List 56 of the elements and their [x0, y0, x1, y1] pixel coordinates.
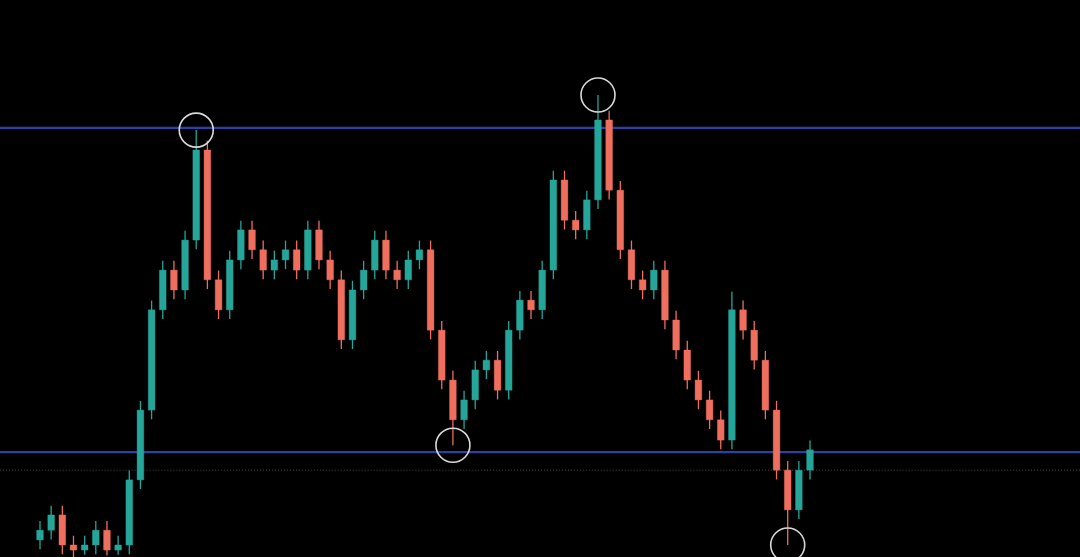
- candlestick: [650, 260, 658, 300]
- candlestick: [572, 210, 580, 240]
- candlestick: [706, 390, 714, 430]
- candlestick: [226, 250, 234, 320]
- candlestick: [494, 350, 502, 401]
- candlestick: [47, 505, 55, 541]
- candlestick: [203, 140, 211, 290]
- candlestick: [806, 439, 814, 481]
- candlestick: [159, 260, 167, 320]
- candlestick: [259, 239, 267, 280]
- candlestick: [125, 469, 133, 555]
- candlestick: [549, 170, 557, 280]
- candlestick: [605, 110, 613, 201]
- candlestick: [58, 505, 66, 555]
- candlestick: [337, 269, 345, 350]
- candlestick: [148, 299, 156, 420]
- candlestick: [136, 400, 144, 490]
- candlestick: [360, 260, 368, 300]
- candlestick: [627, 239, 636, 290]
- candlestick: [36, 520, 44, 550]
- candlestick: [215, 269, 223, 320]
- candlestick: [784, 460, 792, 546]
- candlestick: [761, 350, 769, 420]
- candlestick: [69, 535, 78, 557]
- candlestick: [304, 220, 312, 280]
- candlestick: [739, 299, 747, 341]
- candlestick: [750, 320, 758, 371]
- candlestick: [192, 129, 200, 250]
- candlestick: [505, 320, 513, 401]
- candlestick: [170, 260, 178, 300]
- candlestick: [348, 280, 357, 350]
- candlestick: [293, 239, 301, 280]
- candlestick: [326, 250, 334, 290]
- candlestick: [482, 350, 490, 380]
- candlestick: [81, 535, 89, 556]
- candlestick: [393, 260, 401, 290]
- candlestick: [717, 409, 725, 450]
- candlestick: [281, 239, 290, 270]
- candlestick: [683, 340, 691, 390]
- candlestick: [560, 170, 569, 231]
- candlestick: [538, 260, 546, 320]
- candlestick: [583, 189, 591, 240]
- candlestick: [639, 269, 647, 300]
- candlestick: [404, 250, 412, 290]
- candlestick: [92, 520, 100, 555]
- candlestick: [527, 290, 535, 320]
- candlestick: [438, 320, 446, 390]
- candlestick: [371, 230, 379, 280]
- candlestick: [616, 180, 624, 260]
- candlestick: [694, 370, 702, 410]
- candlestick: [773, 400, 781, 481]
- candlestick: [427, 239, 435, 341]
- candlestick: [114, 535, 122, 556]
- candlestick: [471, 360, 479, 410]
- candlestick: [270, 250, 278, 280]
- candlestick: [415, 239, 423, 270]
